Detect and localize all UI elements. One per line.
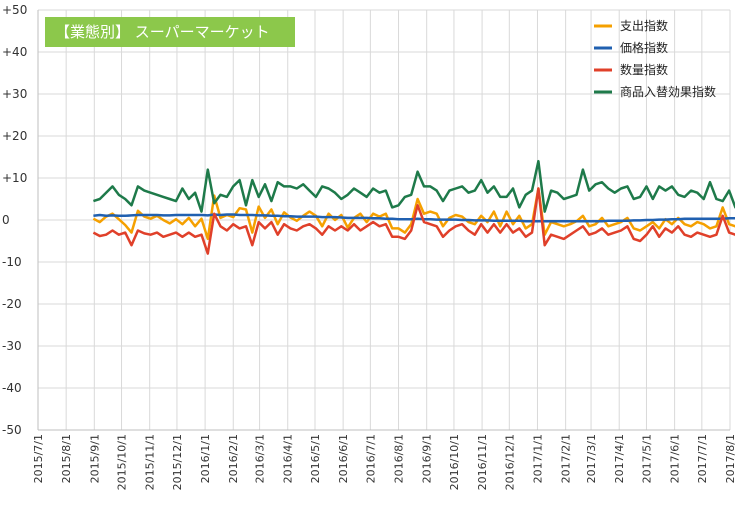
x-tick-label: 2015/11/1 bbox=[144, 434, 157, 490]
x-axis-ticks: 2015/7/1 2015/8/1 2015/9/1 2015/10/1 2015/11… bbox=[32, 434, 735, 490]
y-tick-label: 0 bbox=[2, 213, 10, 227]
legend-label: 価格指数 bbox=[620, 40, 668, 55]
y-tick-label: +30 bbox=[2, 87, 27, 101]
x-tick-label: 2016/4/1 bbox=[282, 434, 295, 483]
x-tick-label: 2015/10/1 bbox=[116, 434, 129, 490]
x-tick-label: 2017/5/1 bbox=[640, 434, 653, 483]
series-line-1 bbox=[92, 187, 735, 241]
x-tick-label: 2015/12/1 bbox=[171, 434, 184, 490]
y-tick-label: +40 bbox=[2, 45, 27, 59]
x-tick-label: 2015/9/1 bbox=[88, 434, 101, 483]
y-tick-label: +50 bbox=[2, 3, 27, 17]
x-tick-label: 2016/3/1 bbox=[254, 434, 267, 483]
x-tick-label: 2016/8/1 bbox=[393, 434, 406, 483]
x-tick-label: 2016/5/1 bbox=[309, 434, 322, 483]
x-tick-label: 2016/1/1 bbox=[199, 434, 212, 483]
y-axis-ticks: -50 -40 -30 -20 -10 0 +10 +20 +30 +40 +50 bbox=[2, 3, 27, 437]
y-tick-label: +10 bbox=[2, 171, 27, 185]
y-tick-label: -40 bbox=[2, 381, 22, 395]
series-line-3 bbox=[92, 187, 735, 255]
x-tick-label: 2016/12/1 bbox=[503, 434, 516, 490]
series-line-4 bbox=[93, 159, 735, 213]
y-tick-label: -50 bbox=[2, 423, 22, 437]
legend-label: 商品入替効果指数 bbox=[620, 84, 716, 99]
x-tick-label: 2017/1/1 bbox=[531, 434, 544, 483]
x-tick-label: 2016/2/1 bbox=[227, 434, 240, 483]
legend-label: 数量指数 bbox=[620, 62, 668, 77]
x-tick-label: 2017/4/1 bbox=[613, 434, 626, 483]
x-tick-label: 2015/8/1 bbox=[60, 434, 73, 483]
legend-label: 支出指数 bbox=[620, 18, 668, 33]
series-line-2 bbox=[93, 213, 735, 223]
x-tick-label: 2016/11/1 bbox=[476, 434, 489, 490]
x-tick-label: 2016/6/1 bbox=[337, 434, 350, 483]
chart-title: 【業態別】 スーパーマーケット bbox=[45, 17, 295, 47]
x-tick-label: 2016/7/1 bbox=[364, 434, 377, 483]
x-tick-label: 2017/2/1 bbox=[560, 434, 573, 483]
x-tick-label: 2017/6/1 bbox=[669, 434, 682, 483]
y-tick-label: -10 bbox=[2, 255, 22, 269]
x-tick-label: 2017/7/1 bbox=[696, 434, 709, 483]
x-tick-label: 2016/9/1 bbox=[421, 434, 434, 483]
x-tick-label: 2016/10/1 bbox=[448, 434, 461, 490]
series-lines bbox=[92, 159, 735, 255]
y-tick-label: -20 bbox=[2, 297, 22, 311]
x-tick-label: 2017/3/1 bbox=[585, 434, 598, 483]
x-tick-label: 2017/8/1 bbox=[724, 434, 735, 483]
y-tick-label: +20 bbox=[2, 129, 27, 143]
x-tick-label: 2015/7/1 bbox=[32, 434, 45, 483]
y-tick-label: -30 bbox=[2, 339, 22, 353]
